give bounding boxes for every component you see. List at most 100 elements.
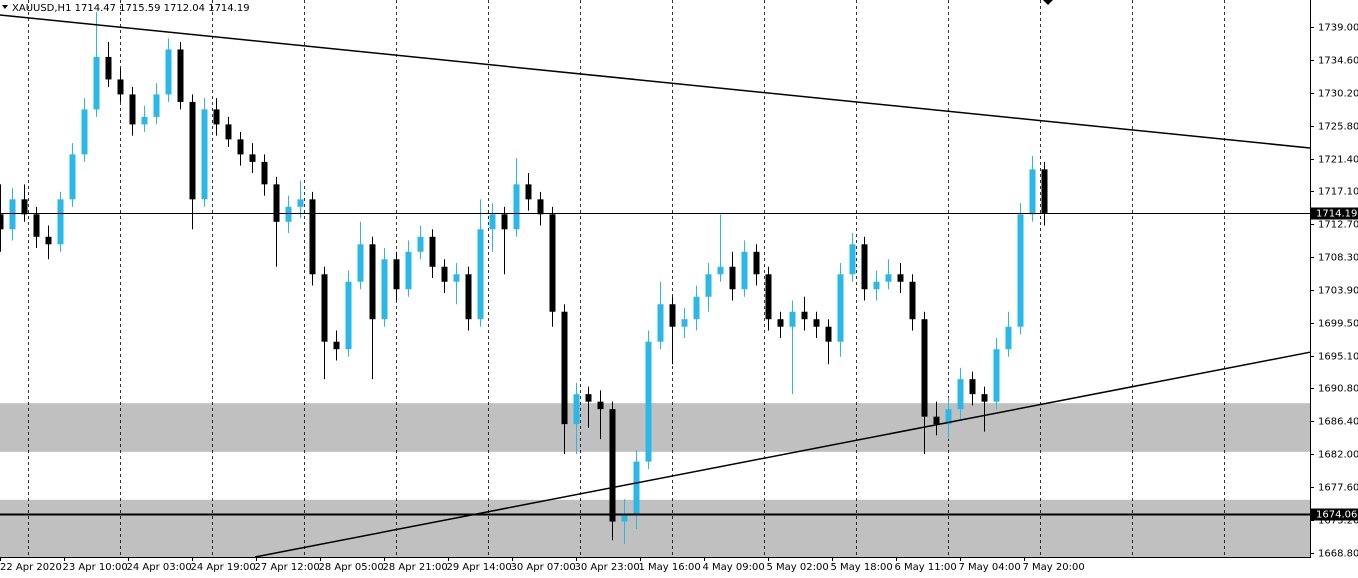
candle-body <box>69 154 76 200</box>
x-tick-label: 28 Apr 21:00 <box>383 562 448 573</box>
candle-body <box>417 236 424 252</box>
candle-body <box>705 274 712 297</box>
x-tick-label: 6 May 11:00 <box>895 562 957 573</box>
candle-body <box>717 266 724 275</box>
candle-body <box>237 139 244 155</box>
x-tick-label: 1 May 16:00 <box>639 562 701 573</box>
candle-body <box>357 244 364 282</box>
y-tick-label: 1668.80 <box>1318 549 1358 560</box>
candle-body <box>561 311 568 425</box>
candle-body <box>681 319 688 327</box>
x-tick-label: 7 May 20:00 <box>1023 562 1085 573</box>
candle-body <box>57 199 64 245</box>
candle-body <box>993 349 1000 402</box>
candle-body <box>501 214 508 230</box>
y-tick-label: 1673.20 <box>1318 516 1358 527</box>
y-tick-label: 1712.70 <box>1318 220 1358 231</box>
candle-body <box>45 236 52 245</box>
candle-body <box>297 199 304 207</box>
candle-body <box>693 296 700 320</box>
candle-body <box>1005 326 1012 350</box>
candle-body <box>669 304 676 327</box>
candle-body <box>957 379 964 410</box>
candle-body <box>933 416 940 425</box>
candle-body <box>837 274 844 342</box>
candle-body <box>573 394 580 425</box>
x-tick-label: 4 May 09:00 <box>703 562 765 573</box>
candle-body <box>609 409 616 522</box>
candle-body <box>153 94 160 117</box>
y-tick-label: 1708.30 <box>1318 253 1358 264</box>
candle-body <box>861 244 868 290</box>
price-label: 1674.06 <box>1316 510 1357 521</box>
candle-body <box>429 236 436 267</box>
candle-body <box>141 116 148 125</box>
price-label-box <box>1311 508 1358 521</box>
y-tick-label: 1725.80 <box>1318 122 1358 133</box>
candle-body <box>885 274 892 282</box>
candle-body <box>789 311 796 327</box>
candle-body <box>345 281 352 350</box>
candle-body <box>369 244 376 320</box>
y-tick-label: 1703.90 <box>1318 286 1358 297</box>
candle-body <box>477 229 484 320</box>
y-tick-label: 1690.80 <box>1318 384 1358 395</box>
candle-body <box>801 311 808 320</box>
candle-body <box>1041 169 1048 213</box>
candle-body <box>465 274 472 320</box>
price-label: 1714.19 <box>1316 209 1357 220</box>
x-tick-label: 7 May 04:00 <box>959 562 1021 573</box>
candle-body <box>489 214 496 230</box>
y-tick-label: 1730.20 <box>1318 89 1358 100</box>
candle-body <box>549 214 556 312</box>
x-tick-label: 28 Apr 05:00 <box>319 562 384 573</box>
candle-body <box>213 109 220 125</box>
candle-body <box>765 274 772 320</box>
candle-body <box>321 274 328 342</box>
candle-body <box>525 184 532 200</box>
candle-body <box>273 184 280 222</box>
candle-body <box>81 109 88 155</box>
candle-body <box>393 259 400 290</box>
candle-body <box>129 94 136 125</box>
y-tick-label: 1677.60 <box>1318 483 1358 494</box>
x-tick-label: 22 Apr 2020 <box>0 562 62 573</box>
candle-body <box>813 319 820 327</box>
marks-layer <box>0 11 1311 558</box>
candle-body <box>897 274 904 282</box>
candle-body <box>441 266 448 282</box>
candle-body <box>117 79 124 95</box>
y-tick-label: 1739.00 <box>1318 23 1358 34</box>
candle-body <box>381 259 388 320</box>
candle-body <box>909 281 916 320</box>
candle-body <box>585 394 592 402</box>
candle-body <box>597 401 604 410</box>
x-tick-label: 29 Apr 14:00 <box>447 562 512 573</box>
candle-body <box>621 514 628 522</box>
x-tick-label: 5 May 18:00 <box>831 562 893 573</box>
x-tick-label: 24 Apr 03:00 <box>127 562 192 573</box>
price-zone <box>0 403 1310 452</box>
chart-title: XAUUSD,H1 1714.47 1715.59 1712.04 1714.1… <box>12 3 250 14</box>
trend-line <box>0 14 1311 149</box>
y-tick-label: 1721.40 <box>1318 155 1358 166</box>
y-tick-label: 1686.40 <box>1318 417 1358 428</box>
candle-body <box>753 251 760 275</box>
y-tick-label: 1695.10 <box>1318 352 1358 363</box>
candle-body <box>645 341 652 462</box>
candle-body <box>873 281 880 290</box>
y-tick-label: 1699.50 <box>1318 319 1358 330</box>
candle-body <box>1029 169 1036 215</box>
candle-body <box>657 304 664 342</box>
x-tick-label: 27 Apr 12:00 <box>255 562 320 573</box>
candle-body <box>537 199 544 215</box>
x-tick-label: 30 Apr 07:00 <box>511 562 576 573</box>
candle-body <box>201 109 208 200</box>
candle-body <box>189 101 196 200</box>
candle-body <box>633 461 640 515</box>
x-tick-label: 24 Apr 19:00 <box>191 562 256 573</box>
candle-body <box>177 49 184 102</box>
candle-body <box>249 154 256 162</box>
